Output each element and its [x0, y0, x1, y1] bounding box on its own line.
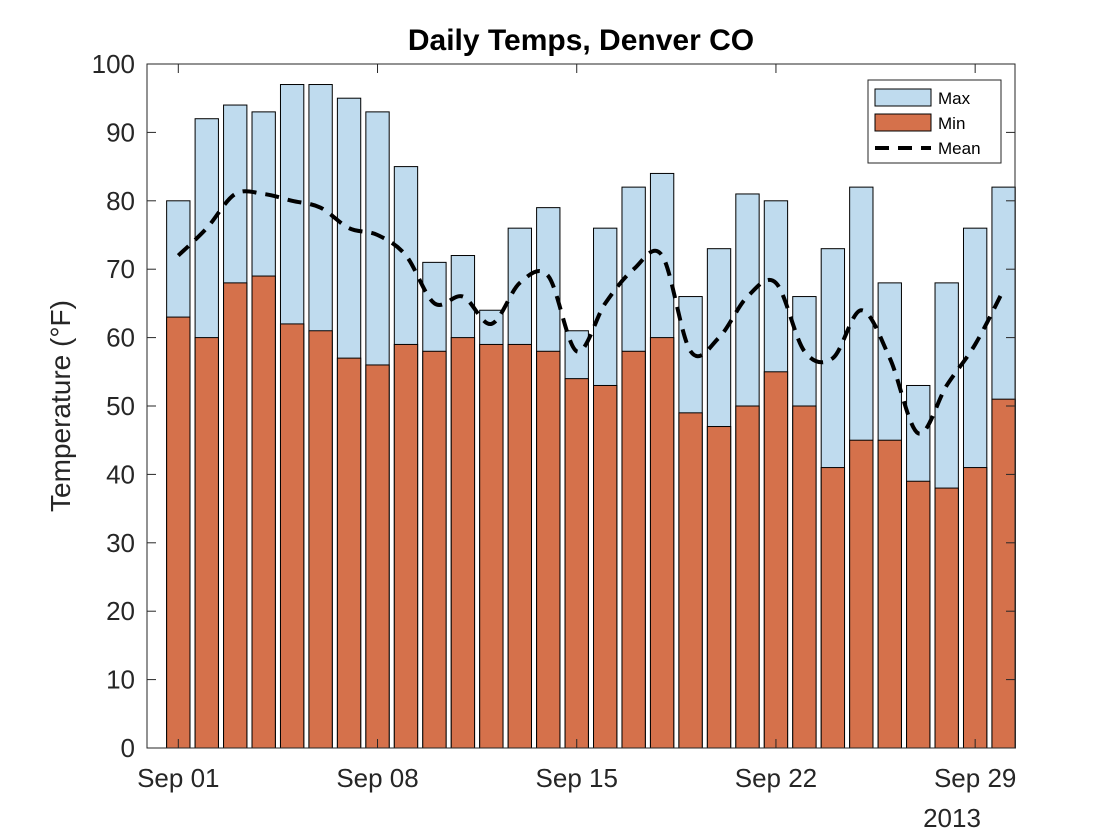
bar-min [763, 371, 789, 749]
y-tick-label: 90 [106, 117, 135, 147]
y-axis-label: Temperature (°F) [45, 300, 76, 512]
bar-min [621, 350, 646, 749]
bar-min [450, 337, 476, 749]
y-tick-label: 40 [106, 459, 135, 489]
bar-min [194, 337, 219, 749]
y-tick-label: 30 [106, 528, 135, 558]
bar-min [934, 487, 959, 749]
bar-min [792, 405, 817, 749]
bar-min [906, 480, 931, 749]
bar-min [422, 350, 447, 749]
bar-min [849, 439, 874, 749]
bar-min [279, 323, 305, 749]
bar-min [251, 275, 276, 749]
bar-min [649, 337, 675, 749]
y-tick-label: 80 [106, 186, 135, 216]
x-axis-ticks: Sep 01 Sep 08 Sep 15 Sep 22 Sep 29 [137, 64, 1016, 793]
bar-min [365, 364, 390, 749]
y-tick-label: 0 [121, 733, 135, 763]
y-tick-label: 100 [92, 49, 135, 79]
bar-min [706, 426, 732, 749]
bar-min [166, 316, 191, 749]
legend-swatch-min [874, 113, 932, 132]
bar-min [393, 343, 419, 749]
legend-swatch-max [874, 88, 932, 107]
bar-min [479, 343, 504, 749]
y-tick-label: 60 [106, 323, 135, 353]
x-axis-year-label: 2013 [923, 803, 981, 833]
bar-min [536, 350, 561, 749]
legend-label-max: Max [938, 89, 971, 108]
y-tick-label: 70 [106, 254, 135, 284]
y-axis-ticks: 0 10 20 30 40 50 60 70 80 90 100 [92, 49, 1015, 763]
bar-min [593, 384, 618, 749]
bar-min [223, 282, 248, 749]
y-tick-label: 20 [106, 596, 135, 626]
bar-min [308, 330, 333, 749]
x-tick-label: Sep 22 [735, 763, 817, 793]
x-tick-label: Sep 08 [336, 763, 418, 793]
bar-min [564, 378, 589, 749]
bar-min [735, 405, 760, 749]
bar-min [962, 467, 988, 749]
bar-min [678, 412, 703, 749]
bar-min [507, 343, 532, 749]
y-tick-label: 10 [106, 665, 135, 695]
x-tick-label: Sep 01 [137, 763, 219, 793]
mean-line [176, 189, 1006, 436]
bar-min [877, 439, 902, 749]
bar-min [991, 398, 1016, 749]
legend-label-mean: Mean [938, 139, 981, 158]
chart-title: Daily Temps, Denver CO [408, 24, 754, 57]
bar-min [336, 357, 362, 749]
legend-label-min: Min [938, 114, 965, 133]
y-tick-label: 50 [106, 391, 135, 421]
x-tick-label: Sep 29 [934, 763, 1016, 793]
legend: Max Min Mean [867, 79, 1002, 164]
bar-min [820, 467, 846, 749]
x-tick-label: Sep 15 [536, 763, 618, 793]
